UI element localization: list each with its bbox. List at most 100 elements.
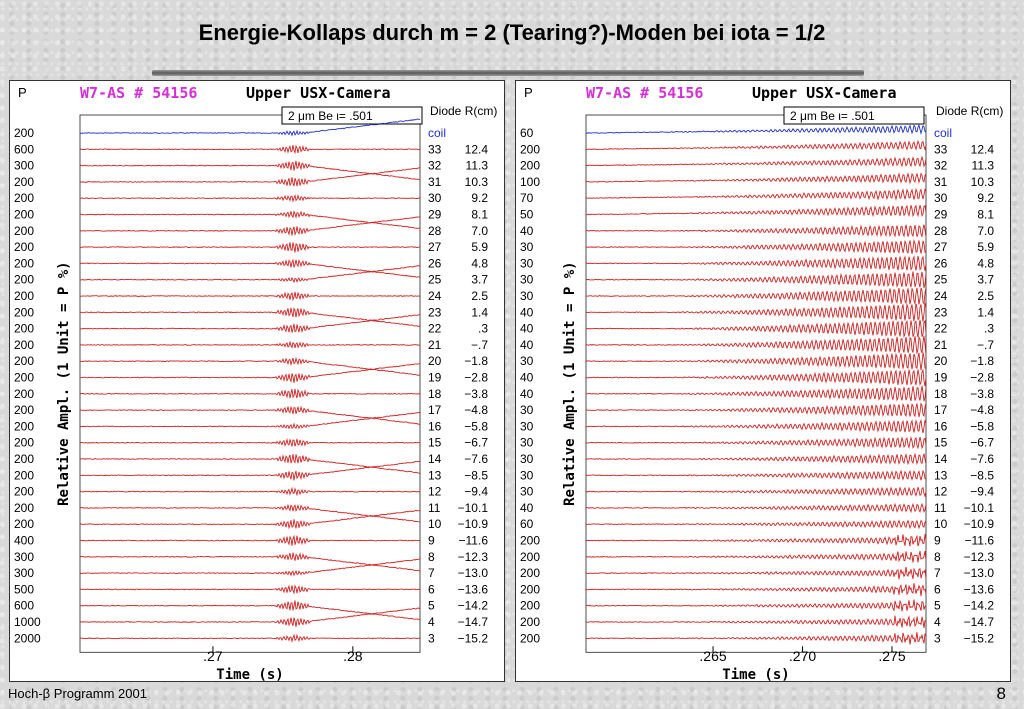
radius-value-3: 10.3 (971, 175, 995, 189)
trace-diode-32 (585, 155, 927, 168)
trace-coil (79, 118, 421, 137)
diode-number-19: 15 (428, 436, 442, 450)
radius-value-24: −10.9 (458, 517, 489, 531)
trace-diode-11 (585, 502, 927, 514)
shot-label: W7-AS # 54156 (586, 84, 703, 102)
p-value-27: 300 (14, 566, 34, 580)
trace-diode-6 (585, 583, 927, 597)
trace-diode-20 (585, 352, 927, 371)
radius-value-18: −5.8 (970, 419, 994, 433)
diode-number-24: 10 (428, 517, 442, 531)
diode-number-21: 13 (428, 468, 442, 482)
plot-frame (585, 114, 927, 653)
p-value-29: 600 (14, 599, 34, 613)
radius-value-11: 1.4 (977, 305, 994, 319)
y-axis-label: Relative Ampl. (1 Unit = P %) (56, 261, 72, 505)
y-axis-label: Relative Ampl. (1 Unit = P %) (562, 261, 578, 505)
filter-box (281, 106, 423, 125)
filter-label: 2 μm Be ι= .501 (288, 109, 373, 123)
radius-value-10: 2.5 (471, 289, 488, 303)
trace-diode-33 (585, 139, 927, 151)
trace-diode-16 (79, 412, 421, 430)
p-value-19: 200 (14, 436, 34, 450)
p-value-3: 100 (520, 175, 540, 189)
diode-number-7: 27 (428, 240, 442, 254)
x-axis-label: Time (s) (216, 667, 283, 681)
p-value-6: 40 (520, 224, 534, 238)
p-value-13: 200 (14, 338, 34, 352)
trace-diode-32 (79, 160, 420, 181)
diode-number-11: 23 (934, 305, 948, 319)
p-value-8: 30 (520, 256, 534, 270)
p-value-17: 200 (14, 403, 34, 417)
radius-value-12: .3 (478, 322, 488, 336)
trace-diode-5 (79, 600, 421, 620)
p-value-5: 50 (520, 208, 534, 222)
camera-label: Upper USX-Camera (246, 84, 391, 102)
diode-number-1: 33 (934, 142, 948, 156)
radius-value-30: −14.7 (458, 615, 489, 629)
trace-diode-22 (585, 319, 927, 338)
diode-number-11: 23 (428, 305, 442, 319)
p-value-13: 40 (520, 338, 534, 352)
trace-diode-26 (79, 258, 421, 278)
trace-diode-25 (79, 265, 421, 284)
p-value-20: 200 (14, 452, 34, 466)
radius-value-27: −13.0 (964, 566, 995, 580)
shot-label: W7-AS # 54156 (80, 84, 197, 102)
trace-diode-25 (585, 271, 927, 288)
diode-number-15: 19 (428, 371, 442, 385)
diode-number-16: 18 (934, 387, 948, 401)
diode-number-5: 29 (428, 208, 442, 222)
p-value-24: 60 (520, 517, 534, 531)
p-value-22: 200 (14, 485, 34, 499)
p-value-25: 400 (14, 534, 34, 548)
p-value-27: 200 (520, 566, 540, 580)
trace-diode-27 (585, 239, 927, 254)
radius-value-28: −13.6 (458, 582, 489, 596)
radius-value-11: 1.4 (471, 305, 488, 319)
radius-value-4: 9.2 (471, 191, 488, 205)
trace-diode-3 (585, 632, 927, 645)
p-value-4: 200 (14, 191, 34, 205)
p-value-28: 200 (520, 582, 540, 596)
diode-number-29: 5 (428, 599, 435, 613)
radius-value-13: −.7 (977, 338, 994, 352)
p-value-4: 70 (520, 191, 534, 205)
radius-value-15: −2.8 (464, 371, 488, 385)
diode-number-15: 19 (934, 371, 948, 385)
p-value-10: 200 (14, 289, 34, 303)
diode-number-9: 25 (428, 273, 442, 287)
diode-number-21: 13 (934, 468, 948, 482)
chart-panel-left: P W7-AS # 54156 Upper USX-Camera Diode R(cm… (9, 80, 505, 682)
radius-value-20: −7.6 (464, 452, 488, 466)
filter-box (783, 106, 925, 125)
x-tick-label-2: .275 (878, 648, 905, 664)
trace-diode-9 (585, 534, 927, 547)
radius-value-23: −10.1 (964, 501, 995, 515)
p-value-19: 30 (520, 436, 534, 450)
footer-text: Hoch-β Programm 2001 (8, 686, 147, 701)
p-column-header: P (524, 85, 533, 100)
diode-number-6: 28 (428, 224, 442, 238)
trace-diode-30 (79, 193, 421, 203)
trace-diode-28 (79, 216, 421, 237)
p-value-21: 30 (520, 468, 534, 482)
radius-value-1: 12.4 (971, 142, 995, 156)
radius-value-6: 7.0 (471, 224, 488, 238)
radius-value-22: −9.4 (464, 485, 488, 499)
chart-left-svg: P W7-AS # 54156 Upper USX-Camera Diode R(cm… (14, 84, 497, 681)
radius-value-18: −5.8 (464, 419, 488, 433)
diode-number-9: 25 (934, 273, 948, 287)
radius-value-7: 5.9 (471, 240, 488, 254)
trace-diode-28 (585, 224, 927, 238)
diode-number-29: 5 (934, 599, 941, 613)
p-value-2: 300 (14, 159, 34, 173)
diode-number-0: coil (934, 126, 952, 140)
radius-value-20: −7.6 (970, 452, 994, 466)
p-value-30: 200 (520, 615, 540, 629)
radius-value-7: 5.9 (977, 240, 994, 254)
radius-value-19: −6.7 (464, 436, 488, 450)
trace-diode-31 (79, 167, 421, 187)
trace-diode-18 (585, 385, 927, 402)
